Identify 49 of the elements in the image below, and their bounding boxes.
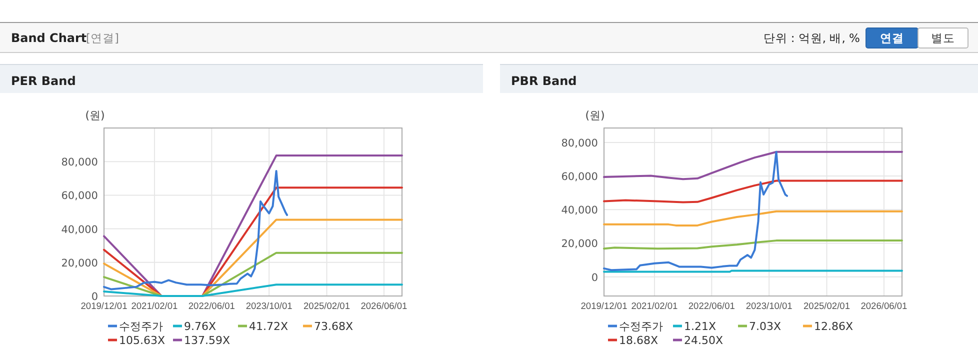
y-axis-title: (원) [85,109,105,122]
x-tick-label: 2019/12/01 [580,301,628,311]
legend-label: 수정주가 [619,320,663,333]
text: 별도 [931,31,955,45]
text: 연결 [880,31,904,45]
legend-label: 1.21X [684,320,716,333]
y-tick-label: 20,000 [561,238,598,250]
legend-label: 105.63X [119,334,166,347]
legend-label: 12.86X [814,320,854,333]
x-tick-label: 2021/02/01 [631,301,678,311]
y-tick-label: 60,000 [561,171,598,184]
legend-label: 9.76X [184,320,216,333]
x-tick-label: 2023/10/01 [746,301,792,311]
y-tick-label: 40,000 [61,224,98,236]
y-tick-label: 40,000 [561,204,598,217]
line-series [603,150,788,272]
x-tick-label: 2021/02/01 [131,301,178,311]
y-axis-title: (원) [585,109,605,122]
line-series [603,240,903,250]
chart-title: PER Band [11,74,76,88]
x-tick-label: 2025/02/01 [803,301,850,311]
x-tick-label: 2025/02/01 [303,301,350,311]
text: 단위 : 억원, 배, % [763,31,860,45]
chart-title: PBR Band [511,74,577,88]
legend-label: 73.68X [314,320,354,333]
line-series [603,150,903,180]
line-series [603,180,903,204]
legend-label: 137.59X [184,334,230,347]
x-tick-label: 2019/12/01 [80,301,128,311]
y-tick-label: 20,000 [61,257,98,270]
y-tick-label: 0 [591,272,598,284]
text: Band Chart [11,31,87,45]
legend-label: 41.72X [249,320,288,333]
legend-label: 18.68X [619,334,658,347]
x-tick-label: 2022/06/01 [688,301,735,311]
line-series [103,170,288,290]
y-tick-label: 0 [91,291,98,303]
legend-label: 24.50X [684,334,724,347]
y-tick-label: 80,000 [561,137,598,150]
x-tick-label: 2023/10/01 [246,301,292,311]
x-tick-label: 2026/06/01 [360,301,408,311]
line-series [603,210,903,226]
y-tick-label: 60,000 [61,190,98,202]
legend-label: 수정주가 [119,320,163,333]
text: [연결] [86,31,119,45]
x-tick-label: 2022/06/01 [188,301,235,311]
x-tick-label: 2026/06/01 [860,301,908,311]
legend-label: 7.03X [749,320,782,333]
y-tick-label: 80,000 [61,156,98,169]
